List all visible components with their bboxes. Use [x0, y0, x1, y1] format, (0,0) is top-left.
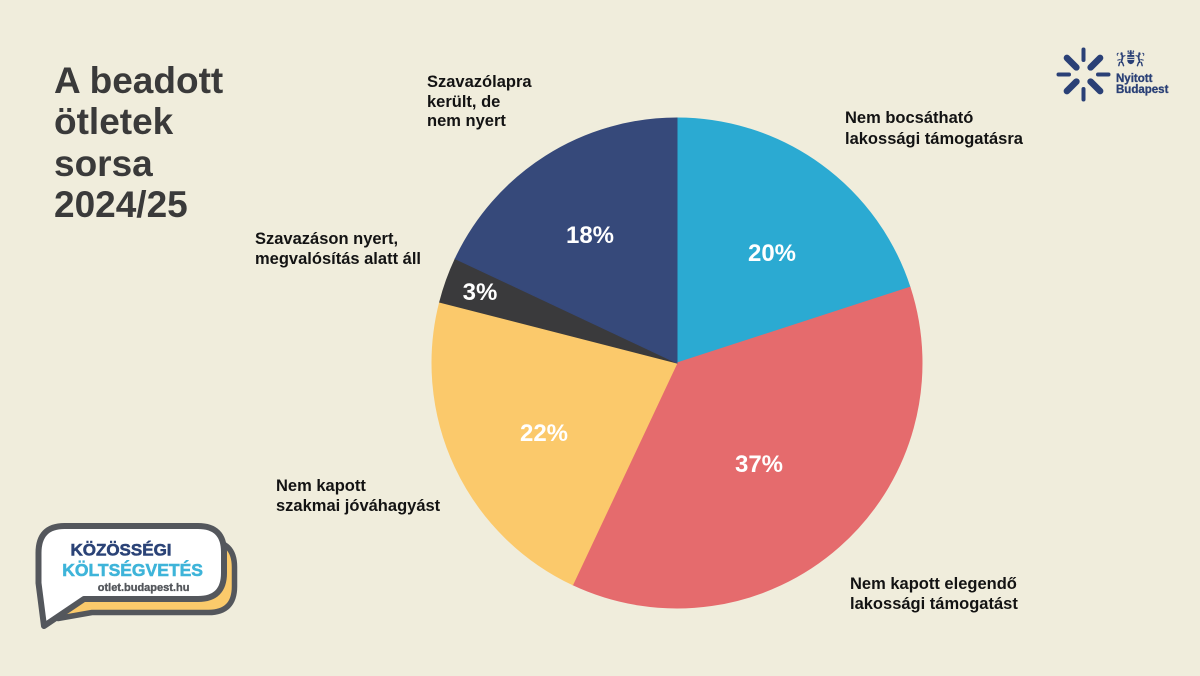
svg-text:Nyitott: Nyitott [1116, 73, 1153, 85]
svg-text:otlet.budapest.hu: otlet.budapest.hu [98, 582, 190, 594]
svg-text:Budapest: Budapest [1116, 84, 1169, 96]
svg-text:KÖLTSÉGVETÉS: KÖLTSÉGVETÉS [62, 559, 203, 580]
svg-text:KÖZÖSSÉGI: KÖZÖSSÉGI [70, 541, 171, 560]
